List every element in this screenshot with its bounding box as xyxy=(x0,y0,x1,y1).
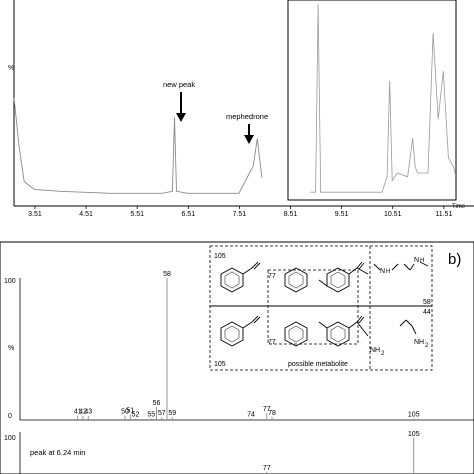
spectrum-bottom-sticks: 77 105 xyxy=(263,431,420,474)
chromatogram-x-tick-label-6: 9.51 xyxy=(335,211,349,218)
structure-label-105-top: 105 xyxy=(214,253,226,260)
phenyl-ring-bottom xyxy=(284,321,308,347)
amine-bottom xyxy=(399,319,417,335)
new-peak-label: new peak xyxy=(163,80,195,89)
phenyl-ring-top xyxy=(284,267,308,293)
chromatogram-x-tick-label-1: 4.51 xyxy=(79,211,93,218)
structure-label-77-top: 77 xyxy=(268,273,276,280)
chromatogram-x-tick-label-7: 10.51 xyxy=(384,211,402,218)
spectrum-top-label-74: 74 xyxy=(247,412,255,419)
chromatogram-y-label: % xyxy=(8,65,14,72)
spectrum-bottom-y-tick-100: 100 xyxy=(4,435,16,442)
amine-top-n2: N xyxy=(414,257,419,264)
amine-bottom-sub1: 2 xyxy=(381,351,385,357)
spectrum-top-label-43: 43 xyxy=(84,409,92,416)
chromatogram-x-tick-label-4: 7.51 xyxy=(233,211,247,218)
spectrum-top-label-78: 78 xyxy=(268,410,276,417)
structure-label-44: 44 xyxy=(423,309,431,316)
structure-label-105-bottom: 105 xyxy=(214,361,226,368)
chromatogram-x-label: Time xyxy=(452,204,466,210)
spectrum-top-label-58: 58 xyxy=(163,271,171,278)
structure-caption: possible metabolite xyxy=(288,361,348,368)
chromatogram-panel: % 3.51 4.51 5.51 6.51 7.51 8.51 9.51 10.51 11.51… xyxy=(8,0,474,218)
chromatogram-inset-trace xyxy=(310,3,456,193)
mephedrone-label: mephedrone xyxy=(226,112,268,121)
amine-top xyxy=(373,261,429,271)
chromatogram-x-tick-label-8: 11.51 xyxy=(435,211,452,218)
mass-spectrum-frame xyxy=(0,241,474,474)
spectrum-y-label: % xyxy=(8,345,14,352)
spectrum-top-label-41: 41 xyxy=(74,409,82,416)
spectrum-bottom-label-77: 77 xyxy=(263,465,271,472)
mephedrone-arrowhead xyxy=(244,135,254,144)
spectrum-top-label-77: 77 xyxy=(263,406,271,413)
spectrum-top-label-59: 59 xyxy=(168,410,176,417)
spectrum-top-label-42: 42 xyxy=(79,409,87,416)
spectrum-top-label-50: 50 xyxy=(121,409,129,416)
spectrum-top-label-56: 56 xyxy=(153,400,161,407)
amine-top-h2: H xyxy=(420,258,424,264)
amine-bottom-nh2: NH xyxy=(414,339,424,346)
chromatogram-x-ticks: 3.51 4.51 5.51 6.51 7.51 8.51 9.51 10.51 11.51 xyxy=(28,206,452,218)
spectrum-top-label-52: 52 xyxy=(132,412,140,419)
mephedrone-annotation: mephedrone xyxy=(226,112,268,144)
spectrum-y-tick-100: 100 xyxy=(4,278,16,285)
new-peak-annotation: new peak xyxy=(163,80,195,122)
amine-bottom-nh1: NH xyxy=(370,347,380,354)
amine-bottom-sub2: 2 xyxy=(425,343,429,349)
spectrum-top-label-57: 57 xyxy=(158,410,166,417)
chromatogram-x-tick-label-3: 6.51 xyxy=(181,211,195,218)
spectrum-top-label-51: 51 xyxy=(126,407,134,414)
benzoyl-ring-bottom xyxy=(220,315,261,347)
panel-tag-b: b) xyxy=(448,251,461,268)
amine-top-h1: H xyxy=(386,269,390,275)
tolyl-ring-top xyxy=(318,261,369,293)
spectrum-top-label-55: 55 xyxy=(147,412,155,419)
chromatogram-x-tick-label-0: 3.51 xyxy=(28,211,42,218)
structure-box: 105 77 58 44 77 105 possible metabolite xyxy=(209,245,433,371)
benzoyl-ring-top xyxy=(220,261,261,293)
structure-label-77-bottom: 77 xyxy=(268,339,276,346)
chromatogram-x-tick-label-2: 5.51 xyxy=(130,211,144,218)
tolyl-ring-bottom xyxy=(318,315,369,347)
amine-top-n1: N xyxy=(380,268,385,275)
structure-label-58: 58 xyxy=(423,299,431,306)
spectrum-y-tick-0: 0 xyxy=(8,413,12,420)
spectrum-top-label-105: 105 xyxy=(408,412,420,419)
chromatogram-trace xyxy=(13,97,263,194)
structure-inner-dashed xyxy=(267,269,359,345)
structure-outer-dashed xyxy=(209,245,433,371)
new-peak-arrowhead xyxy=(176,113,186,122)
chromatogram-x-tick-label-5: 8.51 xyxy=(284,211,298,218)
spectrum-bottom-label-105: 105 xyxy=(408,431,420,438)
spectrum-bottom-title: peak at 6.24 min xyxy=(30,448,85,457)
